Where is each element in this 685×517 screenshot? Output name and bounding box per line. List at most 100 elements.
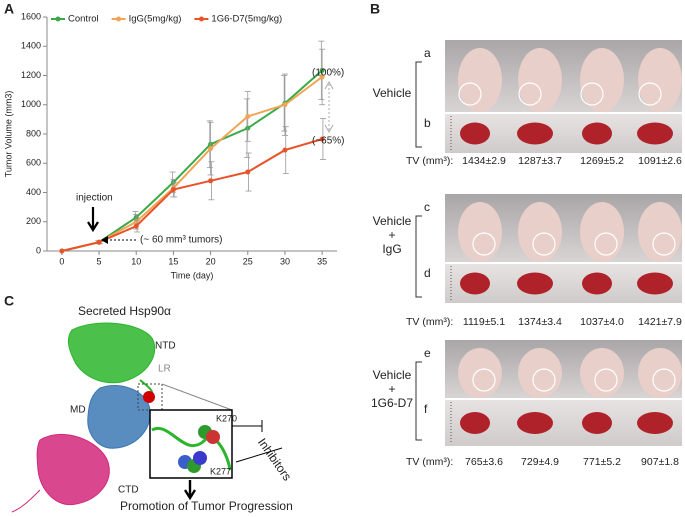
tv-value: 907±1.8 [641,456,679,468]
y-tick-label: 200 [26,216,41,226]
x-tick-label: 35 [317,256,327,266]
legend-label: 1G6-D7(5mg/kg) [211,14,282,25]
point [133,223,139,229]
domain-label: NTD [155,341,176,352]
tumor [637,122,673,145]
tail [11,489,41,513]
atom [206,430,220,444]
y-tick-label: 1400 [21,41,41,51]
inhibit-lines [232,420,283,463]
panel-label: B [370,1,380,17]
x-tick-label: 10 [131,256,141,266]
tumor-circle [652,368,676,392]
point [170,187,176,193]
tv-value: 1091±2.6 [638,155,682,167]
tumor-circle [532,368,556,392]
point [319,136,325,142]
mouse [458,202,502,262]
mouse [458,48,502,112]
tv-value: 1269±5.2 [580,155,624,167]
x-tick-label: 25 [243,256,253,266]
tumor [637,272,673,295]
ntd [67,322,156,384]
mouse [638,48,682,112]
group-label: 1G6-D7 [371,396,413,410]
tumor-circle [458,82,482,106]
baseline-head [101,236,108,244]
tv-value: 1037±4.0 [580,316,624,328]
outcome: Promotion of Tumor Progression [120,499,293,513]
x-tick-label: 15 [168,256,178,266]
annotation: injection [76,193,113,204]
group-label: + [388,382,395,396]
y-tick-label: 800 [26,128,41,138]
panel-label: A [4,1,14,17]
tumor [582,122,612,145]
mouse [580,348,624,398]
series-line [61,69,323,252]
row-letter: f [424,402,428,416]
row-letter: e [424,346,431,360]
x-tick-label: 30 [280,256,290,266]
tv-value: 1421±7.9 [638,316,682,328]
ctd [36,433,110,506]
x-axis-label: Time (day) [171,270,214,280]
tumor-circle [652,232,676,256]
row-letter: a [424,46,431,60]
annotation: (~ 60 mm³ tumors) [140,235,223,246]
y-tick-label: 1600 [21,11,41,21]
tumor-circle [532,232,556,256]
ratio-heads [324,80,334,134]
md [87,384,151,449]
tv-value: 1287±3.7 [518,155,562,167]
annotation: (100%) [312,68,344,79]
atom [193,451,207,465]
tv-value: 765±3.6 [465,456,503,468]
group-label: Vehicle [373,86,412,100]
mouse [518,348,562,398]
injection-arrow [87,207,99,233]
x-tick-label: 5 [97,256,102,266]
residue: K270 [216,413,237,423]
tv-value: 1374±3.4 [518,316,562,328]
y-tick-label: 400 [26,187,41,197]
group-label: Vehicle [373,368,412,382]
tv-label: TV (mm³): [406,316,453,328]
point [319,74,325,80]
tumor [637,412,673,434]
tumor [460,412,490,434]
tv-label: TV (mm³): [406,155,453,167]
y-tick-label: 1200 [21,70,41,80]
point [96,239,102,245]
panel-title: Secreted Hsp90α [78,304,171,318]
legend-marker [116,16,122,22]
row-letter: b [424,116,431,130]
point [282,102,288,108]
y-tick-label: 0 [36,245,41,255]
mouse [518,202,562,262]
tumor-circle [580,82,604,106]
tumor [582,272,612,295]
legend-marker [198,16,204,22]
x-tick-label: 20 [206,256,216,266]
mouse [458,348,502,398]
y-tick-label: 1000 [21,99,41,109]
legend-label: IgG(5mg/kg) [129,14,182,25]
group-label: IgG [382,242,401,256]
tumor-circle [472,368,496,392]
tumor [460,272,490,295]
tumor [517,122,553,145]
residue: K277 [210,466,231,476]
y-axis-label: Tumor Volume (mm3) [3,91,13,178]
group-label: Vehicle [373,214,412,228]
tumor-circle [518,82,542,106]
domain-label: CTD [118,485,139,496]
tumor [517,412,553,434]
tv-value: 1434±2.9 [462,155,506,167]
tv-value: 771±5.2 [583,456,621,468]
tv-value: 1119±5.1 [463,316,505,328]
inhibitors: Inhibitors [255,436,294,484]
point [208,146,214,152]
tv-value: 729±4.9 [521,456,559,468]
